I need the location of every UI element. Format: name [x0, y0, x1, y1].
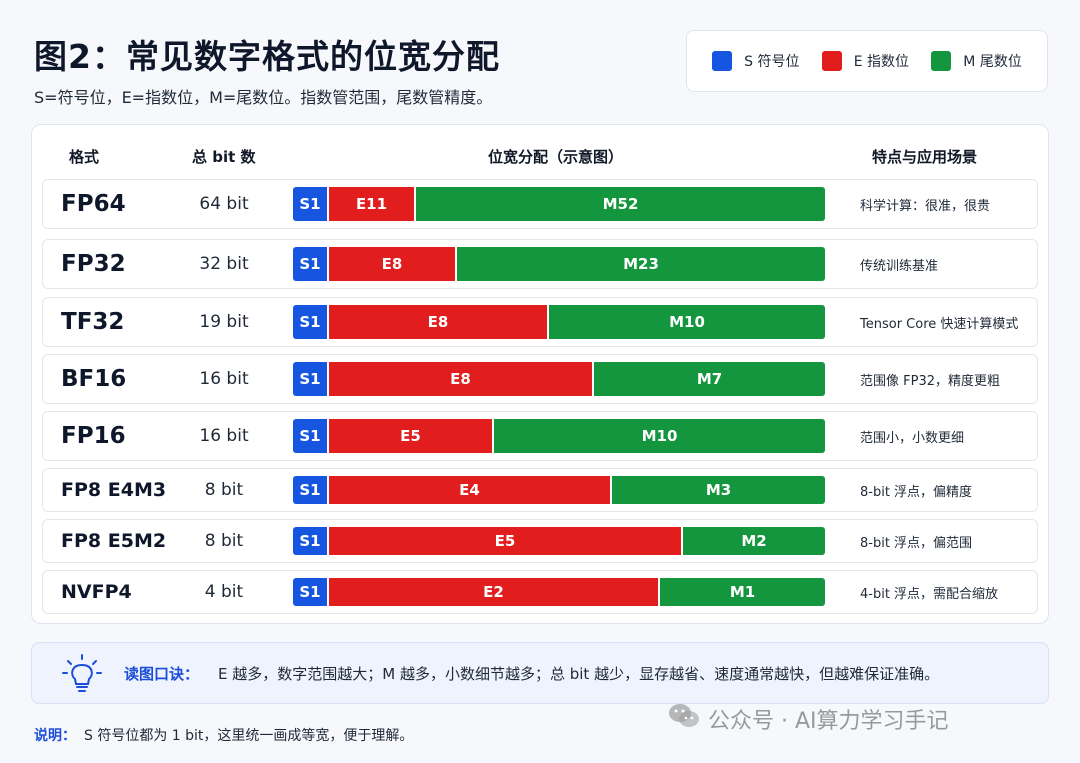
exponent-segment: E11: [329, 187, 416, 221]
tip-label: 读图口诀：: [124, 665, 200, 683]
row-total-bits: 8 bit: [204, 531, 244, 551]
row-format: FP32: [61, 251, 126, 277]
column-header-bit-allocation: 位宽分配（示意图）: [488, 148, 624, 166]
row-note: 范围小，小数更细: [860, 430, 965, 446]
sign-segment: S1: [293, 476, 329, 504]
watermark: 公众号 · AI算力学习手记: [668, 702, 949, 736]
wechat-icon: [668, 702, 700, 736]
bit-allocation-bar: S1 E5 M10: [293, 419, 825, 453]
row-total-bits: 16 bit: [199, 369, 249, 389]
column-header-notes: 特点与应用场景: [872, 148, 978, 166]
legend-swatch-mantissa: [931, 51, 952, 71]
exponent-segment: E8: [329, 247, 457, 281]
row-total-bits: 4 bit: [204, 582, 244, 602]
row-note: 8-bit 浮点，偏精度: [860, 484, 973, 500]
row-total-bits: 32 bit: [199, 254, 249, 274]
bit-allocation-bar: S1 E8 M23: [293, 247, 825, 281]
row-total-bits: 16 bit: [199, 426, 249, 446]
legend-item-sign: S 符号位: [712, 51, 799, 71]
sign-segment: S1: [293, 247, 329, 281]
row-note: 4-bit 浮点，需配合缩放: [860, 586, 999, 602]
row-format: FP64: [61, 191, 126, 217]
bit-allocation-bar: S1 E8 M10: [293, 305, 825, 339]
table-row: NVFP4 4 bit S1 E2 M1 4-bit 浮点，需配合缩放: [42, 570, 1038, 614]
footnote-text: S 符号位都为 1 bit，这里统一画成等宽，便于理解。: [84, 728, 414, 744]
legend-label-sign: S 符号位: [744, 54, 800, 70]
table-row: FP32 32 bit S1 E8 M23 传统训练基准: [42, 239, 1038, 289]
exponent-segment: E5: [329, 527, 683, 555]
legend-swatch-exponent: [821, 51, 842, 71]
legend-item-mantissa: M 尾数位: [931, 51, 1022, 71]
row-format: FP16: [61, 423, 126, 449]
sign-segment: S1: [293, 527, 329, 555]
bit-allocation-bar: S1 E4 M3: [293, 476, 825, 504]
column-header-format: 格式: [69, 148, 100, 166]
legend-label-mantissa: M 尾数位: [963, 54, 1022, 70]
mantissa-segment: M2: [683, 527, 825, 555]
chart-title: 图2：常见数字格式的位宽分配: [34, 37, 500, 76]
row-note: 传统训练基准: [860, 258, 939, 274]
sign-segment: S1: [293, 362, 329, 396]
row-format: NVFP4: [61, 581, 132, 603]
row-total-bits: 19 bit: [199, 312, 249, 332]
mantissa-segment: M10: [494, 419, 825, 453]
exponent-segment: E8: [329, 362, 594, 396]
watermark-text: 公众号 · AI算力学习手记: [708, 709, 949, 734]
footnote-label: 说明：: [34, 728, 76, 744]
row-format: FP8 E5M2: [61, 530, 167, 552]
table-row: FP64 64 bit S1 E11 M52 科学计算：很准，很贵: [42, 179, 1038, 229]
mantissa-segment: M52: [416, 187, 825, 221]
mantissa-segment: M7: [594, 362, 825, 396]
tip-box: 读图口诀： E 越多，数字范围越大；M 越多，小数细节越多；总 bit 越少，显…: [31, 642, 1049, 704]
row-format: BF16: [61, 366, 127, 392]
legend-swatch-sign: [712, 51, 733, 71]
table-row: TF32 19 bit S1 E8 M10 Tensor Core 快速计算模式: [42, 297, 1038, 347]
sign-segment: S1: [293, 305, 329, 339]
sign-segment: S1: [293, 578, 329, 606]
exponent-segment: E4: [329, 476, 612, 504]
row-format: FP8 E4M3: [61, 479, 167, 501]
table-row: BF16 16 bit S1 E8 M7 范围像 FP32，精度更粗: [42, 354, 1038, 404]
exponent-segment: E8: [329, 305, 549, 339]
legend-label-exponent: E 指数位: [853, 54, 910, 70]
row-format: TF32: [61, 309, 125, 335]
sign-segment: S1: [293, 187, 329, 221]
column-header-total-bits: 总 bit 数: [192, 148, 256, 166]
bit-allocation-bar: S1 E2 M1: [293, 578, 825, 606]
row-note: 范围像 FP32，精度更粗: [860, 373, 1000, 389]
bit-allocation-bar: S1 E11 M52: [293, 187, 825, 221]
table-row: FP8 E4M3 8 bit S1 E4 M3 8-bit 浮点，偏精度: [42, 468, 1038, 512]
exponent-segment: E5: [329, 419, 494, 453]
table-row: FP16 16 bit S1 E5 M10 范围小，小数更细: [42, 411, 1038, 461]
lightbulb-icon: [62, 654, 102, 698]
row-total-bits: 8 bit: [204, 480, 244, 500]
legend: S 符号位 E 指数位 M 尾数位: [686, 30, 1048, 92]
tip-text: E 越多，数字范围越大；M 越多，小数细节越多；总 bit 越少，显存越省、速度…: [218, 665, 940, 683]
row-note: 科学计算：很准，很贵: [860, 198, 991, 214]
row-note: Tensor Core 快速计算模式: [860, 316, 1019, 332]
chart-subtitle: S=符号位，E=指数位，M=尾数位。指数管范围，尾数管精度。: [34, 88, 493, 107]
exponent-segment: E2: [329, 578, 660, 606]
mantissa-segment: M1: [660, 578, 825, 606]
row-note: 8-bit 浮点，偏范围: [860, 535, 973, 551]
mantissa-segment: M23: [457, 247, 825, 281]
legend-item-exponent: E 指数位: [821, 51, 910, 71]
bit-allocation-bar: S1 E8 M7: [293, 362, 825, 396]
bit-allocation-bar: S1 E5 M2: [293, 527, 825, 555]
table-row: FP8 E5M2 8 bit S1 E5 M2 8-bit 浮点，偏范围: [42, 519, 1038, 563]
mantissa-segment: M10: [549, 305, 825, 339]
mantissa-segment: M3: [612, 476, 825, 504]
row-total-bits: 64 bit: [199, 194, 249, 214]
sign-segment: S1: [293, 419, 329, 453]
